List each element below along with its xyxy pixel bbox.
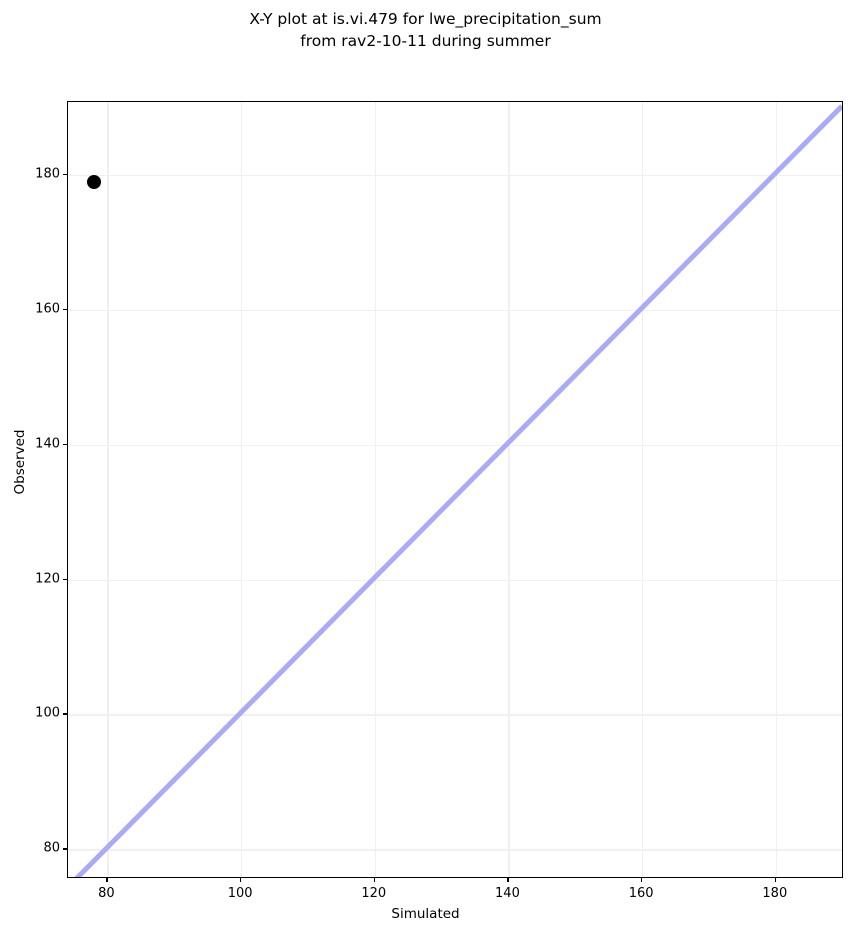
x-tick-label: 180 bbox=[762, 886, 788, 901]
y-tick-label: 80 bbox=[43, 840, 60, 856]
y-axis-label: Observed bbox=[12, 429, 28, 495]
gridline-vertical bbox=[107, 102, 109, 877]
gridline-horizontal bbox=[68, 849, 842, 851]
x-tick-mark bbox=[373, 878, 376, 882]
one-to-one-reference-line bbox=[74, 104, 842, 877]
x-tick-label: 120 bbox=[361, 886, 387, 901]
gridline-vertical bbox=[775, 102, 778, 877]
y-tick-mark bbox=[63, 443, 67, 445]
gridline-vertical bbox=[642, 102, 644, 877]
gridline-horizontal bbox=[68, 309, 842, 312]
y-tick-label: 160 bbox=[35, 301, 60, 317]
x-tick-mark bbox=[240, 878, 242, 882]
gridline-vertical bbox=[374, 102, 377, 877]
gridline-horizontal bbox=[68, 579, 842, 581]
gridline-horizontal bbox=[68, 444, 842, 446]
one-to-one-line bbox=[74, 104, 842, 877]
scatter-data-point[interactable] bbox=[87, 174, 102, 189]
y-tick-mark bbox=[63, 848, 67, 850]
x-tick-label: 100 bbox=[227, 886, 253, 901]
gridline-horizontal bbox=[68, 174, 842, 177]
y-tick-label: 100 bbox=[35, 705, 60, 721]
y-tick-label: 120 bbox=[35, 571, 60, 587]
y-tick-label: 180 bbox=[35, 166, 60, 182]
y-axis-tick-labels: 80 100 120 140 160 180 bbox=[14, 0, 60, 934]
chart-title: X-Y plot at is.vi.479 for lwe_precipitat… bbox=[249, 10, 602, 50]
y-tick-mark bbox=[63, 173, 67, 176]
y-tick-mark bbox=[63, 713, 67, 715]
x-tick-mark bbox=[641, 878, 643, 882]
x-axis-label: Simulated bbox=[391, 906, 460, 922]
plot-area[interactable] bbox=[67, 101, 843, 878]
x-tick-mark bbox=[507, 878, 509, 882]
x-tick-label: 80 bbox=[98, 886, 115, 901]
x-tick-mark bbox=[774, 878, 777, 882]
x-tick-label: 140 bbox=[495, 886, 520, 901]
y-tick-label: 140 bbox=[35, 436, 60, 452]
y-tick-mark bbox=[63, 578, 67, 580]
gridline-horizontal bbox=[68, 714, 842, 716]
gridline-vertical bbox=[508, 102, 510, 877]
x-tick-label: 160 bbox=[628, 886, 654, 901]
x-tick-mark bbox=[106, 878, 108, 882]
y-tick-mark bbox=[63, 308, 67, 311]
gridline-vertical bbox=[241, 102, 243, 877]
